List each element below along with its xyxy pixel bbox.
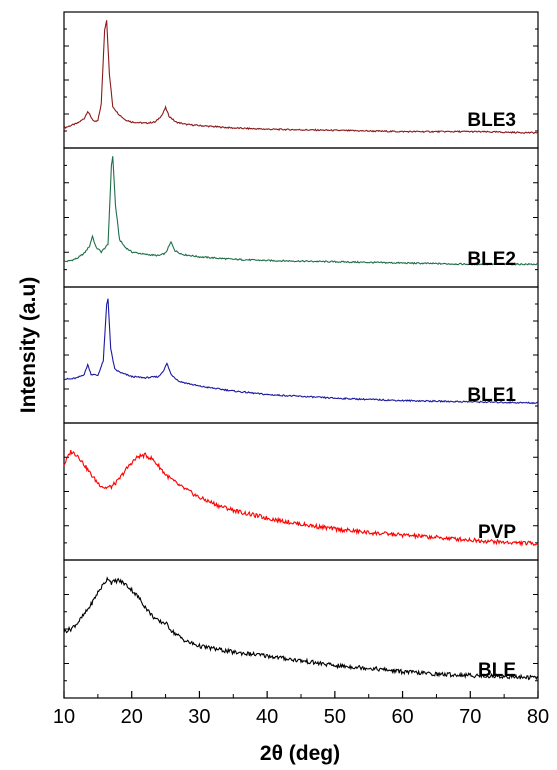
series-label-ble3: BLE3: [467, 110, 516, 131]
series-line-ble3: [63, 20, 539, 135]
x-tick-label: 70: [459, 706, 481, 728]
x-tick-label: 30: [188, 706, 210, 728]
series-line-pvp: [63, 449, 539, 548]
panel-ble1: BLE1: [63, 286, 539, 424]
x-tick-label: 60: [391, 706, 413, 728]
x-tick-label: 50: [324, 706, 346, 728]
series-line-ble2: [63, 156, 539, 266]
y-axis-label: Intensity (a.u): [17, 277, 40, 414]
panel-frame: [63, 422, 539, 561]
x-tick-label: 10: [53, 706, 75, 728]
x-axis-ticks: 10 20 30 40 50 60 70 80: [53, 691, 549, 728]
series-label-ble: BLE: [478, 660, 516, 681]
panel-frame: [63, 559, 539, 699]
series-line-ble: [63, 576, 539, 681]
panel-ble2: BLE2: [63, 147, 539, 288]
series-line-ble1: [63, 298, 539, 405]
x-tick-label: 80: [527, 706, 549, 728]
x-axis-label: 2θ (deg): [260, 742, 340, 765]
series-label-ble2: BLE2: [467, 249, 516, 270]
panel-ble3: BLE3: [63, 11, 539, 149]
x-tick-label: 20: [121, 706, 143, 728]
x-tick-label: 40: [256, 706, 278, 728]
series-label-ble1: BLE1: [467, 385, 516, 406]
panel-pvp: PVP: [63, 422, 539, 561]
panel-ble: BLE: [63, 559, 539, 699]
chart-panels: BLE3 BLE2 BLE1 PVP BLE: [63, 11, 539, 699]
series-label-pvp: PVP: [478, 522, 516, 543]
